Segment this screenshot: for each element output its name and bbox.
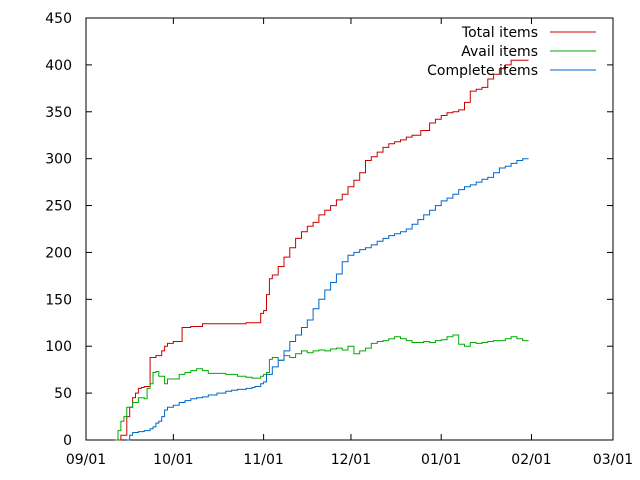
y-tick-label: 300 [45,152,72,168]
x-tick-label: 10/01 [153,452,193,468]
y-tick-label: 350 [45,105,72,121]
y-tick-label: 150 [45,292,72,308]
total-items-line [115,59,529,441]
y-tick-label: 400 [45,58,72,74]
y-tick-label: 250 [45,199,72,215]
x-tick-label: 09/01 [66,452,106,468]
x-tick-label: 01/01 [421,452,461,468]
avail-items-line [115,334,529,441]
complete-items-line [126,158,529,441]
legend: Total items Avail items Complete items [427,25,596,79]
x-tick-label: 11/01 [243,452,283,468]
x-tick-label: 02/01 [511,452,551,468]
y-tick-label: 450 [45,11,72,27]
x-tick-label: 12/01 [331,452,371,468]
x-tick-label: 03/01 [593,452,633,468]
legend-label-avail-items: Avail items [461,44,538,60]
y-tick-label: 200 [45,245,72,261]
x-axis: 09/01 10/01 11/01 12/01 01/01 02/01 03/01 [66,18,633,468]
y-tick-label: 100 [45,339,72,355]
series-lines [115,59,529,441]
plot-frame [85,17,614,441]
legend-label-complete-items: Complete items [427,63,538,79]
y-tick-label: 0 [63,433,72,449]
y-axis: 0 50 100 150 200 250 300 350 400 450 [45,11,613,449]
legend-label-total-items: Total items [461,25,538,41]
y-tick-label: 50 [54,386,72,402]
